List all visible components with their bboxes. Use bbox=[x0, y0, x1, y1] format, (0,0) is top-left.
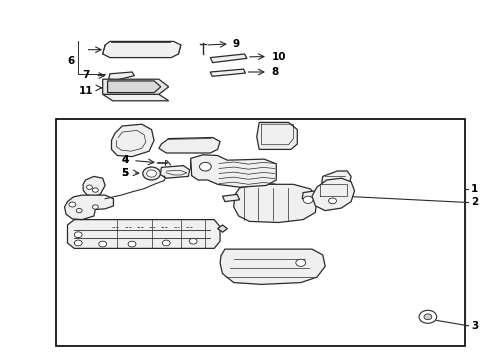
Circle shape bbox=[76, 208, 82, 213]
Polygon shape bbox=[102, 41, 181, 58]
Text: 7: 7 bbox=[81, 69, 89, 80]
Polygon shape bbox=[102, 94, 168, 101]
Circle shape bbox=[69, 202, 76, 207]
Circle shape bbox=[423, 314, 431, 320]
Text: 4: 4 bbox=[121, 155, 128, 165]
Polygon shape bbox=[108, 72, 134, 80]
Text: 1: 1 bbox=[470, 184, 477, 194]
Circle shape bbox=[328, 198, 336, 204]
Circle shape bbox=[92, 205, 98, 209]
Polygon shape bbox=[220, 249, 325, 284]
Polygon shape bbox=[210, 54, 246, 63]
Polygon shape bbox=[190, 158, 209, 169]
Text: 2: 2 bbox=[470, 197, 477, 207]
Text: 5: 5 bbox=[121, 168, 128, 178]
Polygon shape bbox=[302, 190, 323, 199]
Text: 3: 3 bbox=[470, 321, 477, 331]
Bar bbox=[56, 119, 464, 346]
Circle shape bbox=[162, 240, 170, 246]
Circle shape bbox=[295, 259, 305, 266]
Polygon shape bbox=[102, 79, 168, 94]
Circle shape bbox=[142, 167, 160, 180]
Circle shape bbox=[92, 188, 98, 192]
Circle shape bbox=[74, 240, 82, 246]
Circle shape bbox=[303, 196, 312, 203]
Polygon shape bbox=[321, 171, 350, 187]
Text: 6: 6 bbox=[67, 56, 74, 66]
Polygon shape bbox=[210, 69, 245, 76]
Circle shape bbox=[128, 241, 136, 247]
Circle shape bbox=[199, 162, 211, 171]
Text: 9: 9 bbox=[232, 39, 239, 49]
Circle shape bbox=[189, 238, 197, 244]
Polygon shape bbox=[256, 122, 297, 149]
Polygon shape bbox=[111, 124, 154, 157]
Circle shape bbox=[74, 232, 82, 238]
Polygon shape bbox=[233, 184, 316, 222]
Text: 5: 5 bbox=[121, 168, 128, 178]
Polygon shape bbox=[190, 155, 276, 187]
Text: 10: 10 bbox=[271, 51, 285, 62]
Text: 11: 11 bbox=[78, 86, 93, 96]
Polygon shape bbox=[107, 81, 161, 93]
Text: 4: 4 bbox=[121, 155, 128, 165]
Polygon shape bbox=[222, 194, 239, 202]
Circle shape bbox=[86, 185, 92, 189]
Polygon shape bbox=[67, 220, 220, 248]
Circle shape bbox=[418, 310, 436, 323]
Polygon shape bbox=[159, 138, 220, 153]
Polygon shape bbox=[160, 166, 189, 178]
Polygon shape bbox=[83, 176, 105, 196]
Polygon shape bbox=[64, 195, 113, 220]
Circle shape bbox=[146, 170, 156, 177]
Polygon shape bbox=[217, 225, 227, 232]
Circle shape bbox=[99, 241, 106, 247]
Text: 8: 8 bbox=[271, 67, 278, 77]
Polygon shape bbox=[311, 178, 354, 211]
